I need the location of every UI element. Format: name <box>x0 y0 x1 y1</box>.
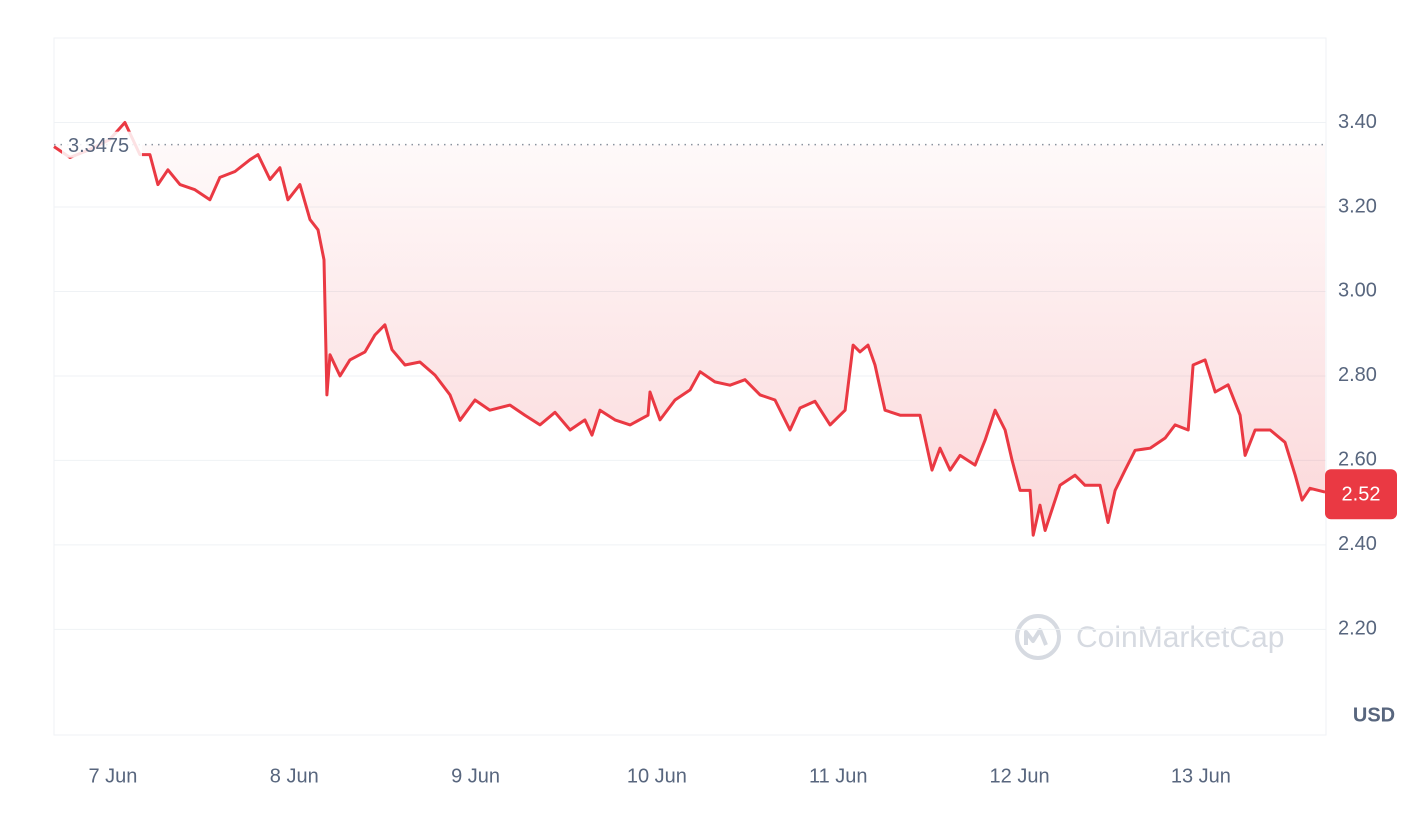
current-price-tag <box>1325 469 1397 520</box>
y-tick-label: 2.80 <box>1338 364 1377 386</box>
y-tick-label: 2.40 <box>1338 533 1377 555</box>
x-tick-label: 7 Jun <box>88 765 137 787</box>
y-tick-label: 3.20 <box>1338 195 1377 217</box>
x-tick-label: 9 Jun <box>451 765 500 787</box>
y-tick-label: 2.60 <box>1338 449 1377 471</box>
x-tick-label: 10 Jun <box>627 765 687 787</box>
watermark-text: CoinMarketCap <box>1076 621 1284 654</box>
x-tick-label: 11 Jun <box>809 765 868 787</box>
x-tick-label: 8 Jun <box>270 765 319 787</box>
y-tick-label: 3.40 <box>1338 111 1377 133</box>
currency-label: USD <box>1353 704 1395 726</box>
watermark: CoinMarketCap <box>1015 614 1284 660</box>
y-tick-label: 2.20 <box>1338 618 1377 640</box>
current-price-label: 2.52 <box>1342 483 1381 505</box>
plot-frame <box>53 37 1327 736</box>
price-line <box>53 121 1326 537</box>
area-fill <box>54 122 1326 536</box>
x-tick-label: 13 Jun <box>1171 765 1231 787</box>
x-tick-label: 12 Jun <box>990 765 1050 787</box>
reference-label: 3.3475 <box>68 135 129 157</box>
y-tick-label: 3.00 <box>1338 280 1377 302</box>
reference-label-bg <box>62 131 142 158</box>
